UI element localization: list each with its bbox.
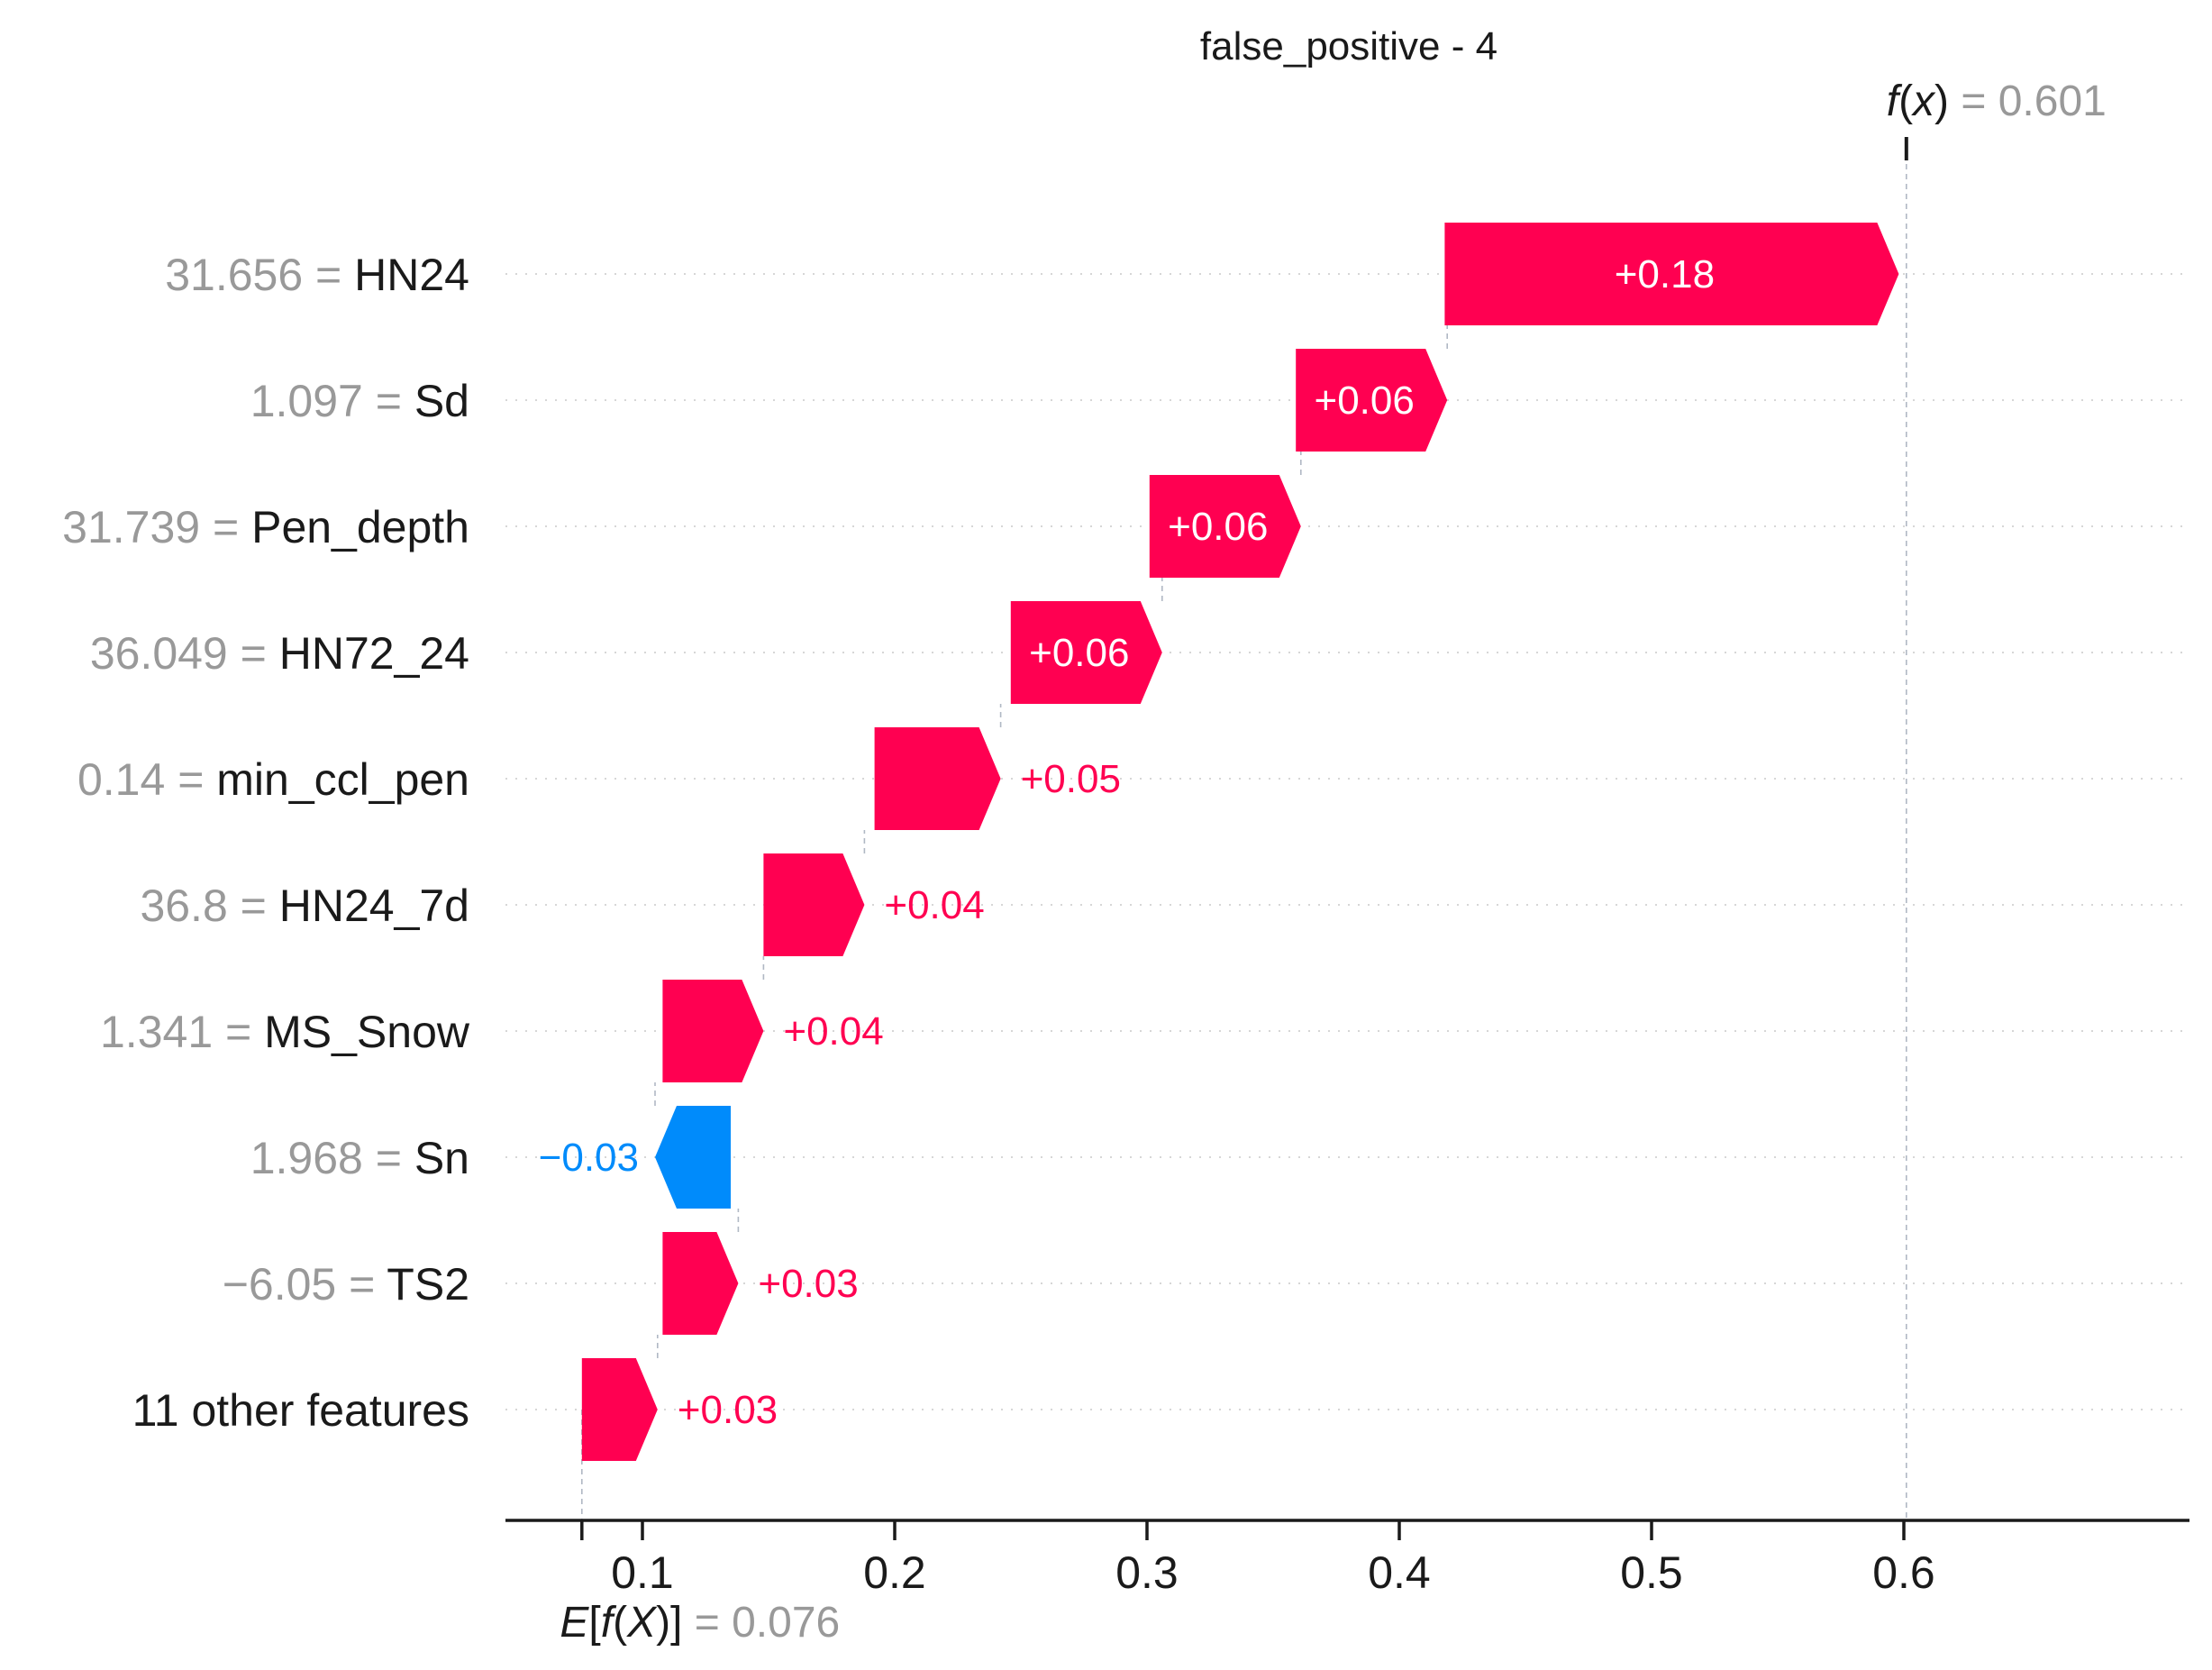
feature-value: 36.8 = [140, 881, 278, 931]
feature-value: −6.05 = [223, 1259, 387, 1310]
contribution-bar [1149, 475, 1301, 578]
feature-name: HN24_7d [279, 881, 469, 931]
x-axis: 0.1 0.2 0.3 0.4 0.5 0.6 [505, 137, 2189, 1598]
feature-name: min_ccl_pen [216, 754, 469, 805]
contribution-bar [662, 1232, 739, 1335]
efx-var: X [626, 1599, 658, 1647]
bar-value-label: +0.06 [1315, 379, 1415, 423]
efx-paren-close: ) [656, 1599, 670, 1647]
x-tick-label: 0.4 [1368, 1547, 1431, 1598]
feature-name: TS2 [387, 1259, 469, 1310]
feature-name: HN24 [354, 250, 469, 300]
contribution-bar [662, 980, 764, 1082]
contribution-bar [1010, 601, 1162, 704]
fx-open: ( [1898, 78, 1913, 125]
feature-label: 1.097 = Sd [250, 376, 469, 426]
efx-eq: = [682, 1599, 732, 1647]
feature-name: Pen_depth [251, 502, 469, 552]
feature-label: 31.739 = Pen_depth [62, 502, 469, 552]
x-tick-label: 0.1 [611, 1547, 674, 1598]
fx-var: x [1911, 78, 1936, 125]
x-tick-label: 0.3 [1115, 1547, 1179, 1598]
efx-prefix: E [560, 1599, 589, 1647]
feature-value: 31.656 = [165, 250, 354, 300]
feature-value: 1.341 = [100, 1007, 264, 1057]
feature-name: Sn [414, 1133, 469, 1183]
feature-label: 1.968 = Sn [250, 1133, 469, 1183]
contribution-bar [581, 1358, 658, 1461]
chart-title: false_positive - 4 [1200, 24, 1497, 68]
output-value-label: f(x) = 0.601 [1887, 78, 2107, 125]
feature-name: MS_Snow [264, 1007, 470, 1057]
feature-value: 36.049 = [90, 628, 279, 679]
fx-eq: = [1949, 78, 1998, 125]
feature-value: 1.968 = [250, 1133, 414, 1183]
guide-layer [580, 144, 1907, 1540]
feature-label: 36.8 = HN24_7d [140, 881, 469, 931]
bar-value-label: +0.18 [1615, 252, 1715, 297]
bar-value-label: +0.04 [783, 1009, 883, 1054]
contribution-bar [1296, 349, 1448, 452]
bar-layer: +0.18 +0.06 +0.06 +0.06 +0.05 +0.04 +0.04 −0.03… [539, 223, 1899, 1461]
efx-open: [ [588, 1599, 600, 1647]
feature-value: 31.739 = [62, 502, 251, 552]
bar-value-label: +0.06 [1168, 505, 1268, 549]
contribution-bar [763, 853, 865, 956]
feature-label: 31.656 = HN24 [165, 250, 469, 300]
bar-value-label: +0.03 [678, 1388, 778, 1432]
feature-label: 0.14 = min_ccl_pen [77, 754, 469, 805]
feature-name: 11 other features [132, 1385, 469, 1436]
feature-value: 1.097 = [250, 376, 414, 426]
contribution-bar [655, 1106, 731, 1209]
bar-value-label: +0.04 [884, 883, 984, 927]
bar-value-label: −0.03 [539, 1136, 639, 1180]
bar-value-label: +0.03 [758, 1262, 858, 1306]
efx-paren-open: ( [613, 1599, 627, 1647]
efx-close: ] [670, 1599, 682, 1647]
fx-close: ) [1934, 78, 1949, 125]
bar-value-label: +0.05 [1021, 757, 1121, 801]
feature-name: Sd [414, 376, 469, 426]
feature-value: 0.14 = [77, 754, 216, 805]
fx-value: 0.601 [1998, 78, 2107, 125]
feature-label-layer: 31.656 = HN24 1.097 = Sd 31.739 = Pen_dept… [62, 250, 470, 1436]
feature-label: 36.049 = HN72_24 [90, 628, 469, 679]
feature-label: 11 other features [132, 1385, 469, 1436]
feature-label: 1.341 = MS_Snow [100, 1007, 470, 1057]
feature-label: −6.05 = TS2 [223, 1259, 469, 1310]
base-value-label: E[f(X)] = 0.076 [560, 1599, 840, 1647]
contribution-bar [1444, 223, 1899, 325]
contribution-bar [874, 727, 1001, 830]
bar-value-label: +0.06 [1029, 631, 1129, 675]
feature-name: HN72_24 [279, 628, 469, 679]
x-tick-label: 0.5 [1620, 1547, 1683, 1598]
x-tick-label: 0.6 [1872, 1547, 1935, 1598]
efx-value: 0.076 [732, 1599, 840, 1647]
x-tick-label: 0.2 [863, 1547, 926, 1598]
